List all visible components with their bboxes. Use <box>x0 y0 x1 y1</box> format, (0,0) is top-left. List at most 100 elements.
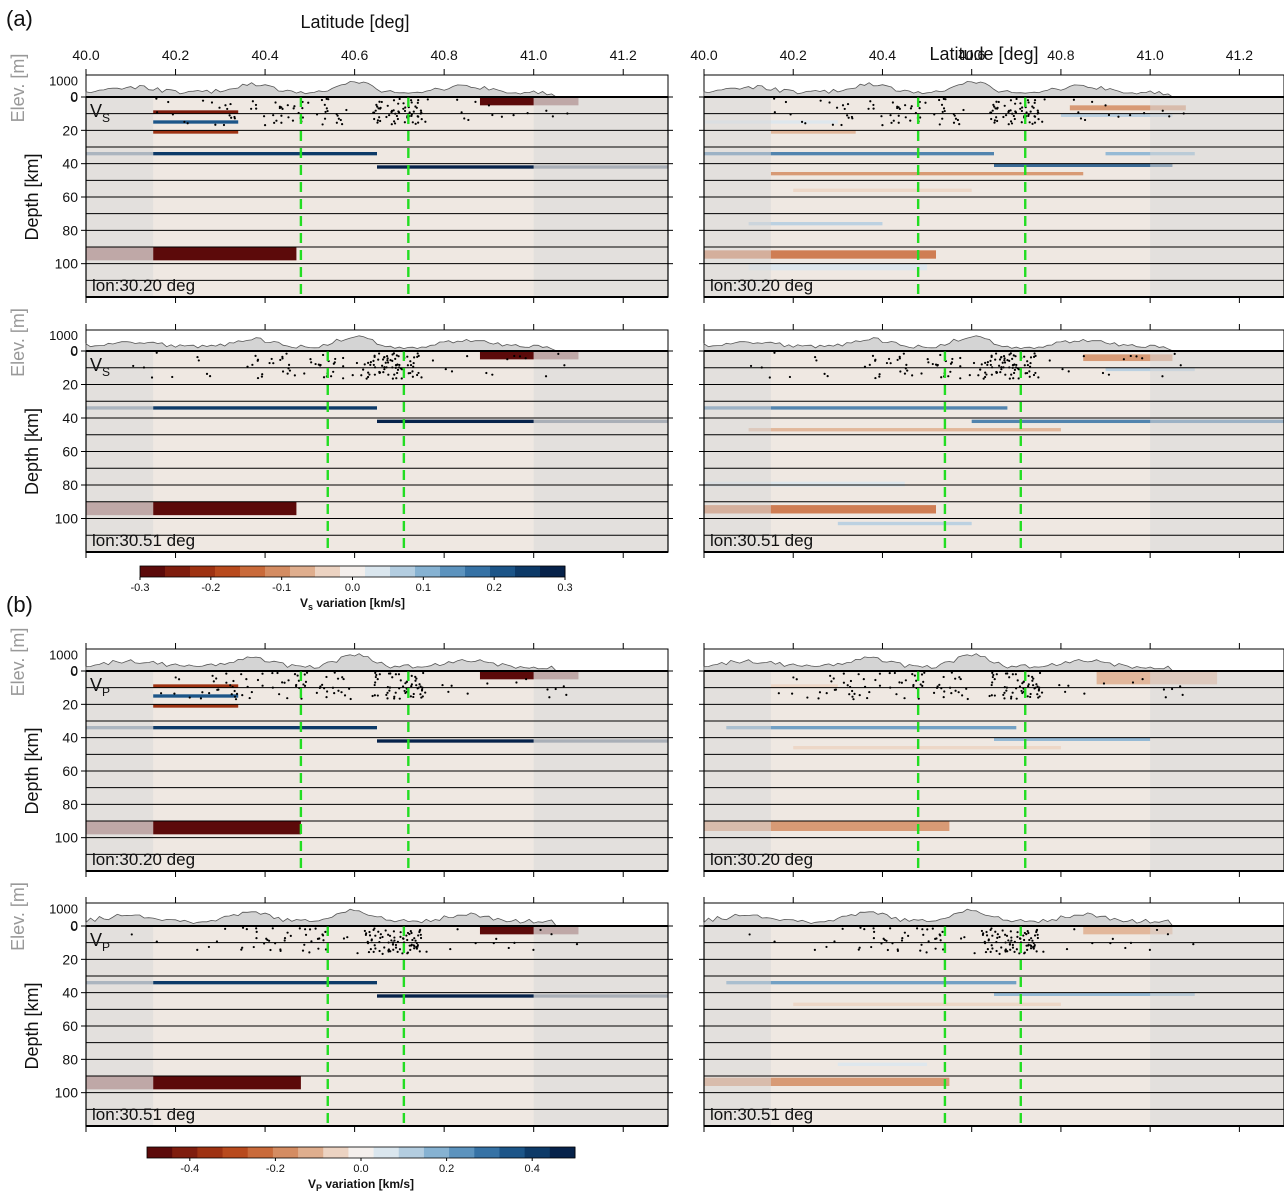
earthquake-dot <box>1018 685 1022 688</box>
panel-label-a: (a) <box>6 6 33 31</box>
earthquake-dot <box>1006 672 1009 675</box>
earthquake-dot <box>1000 368 1003 371</box>
earthquake-dot <box>985 930 988 934</box>
earthquake-dot <box>959 356 962 360</box>
earthquake-dot <box>234 698 238 701</box>
earthquake-dot <box>853 692 856 695</box>
earthquake-dot <box>506 358 509 361</box>
earthquake-dot <box>378 949 381 953</box>
earthquake-dot <box>933 113 936 116</box>
depth-axis-title: Depth [km] <box>22 982 42 1069</box>
earthquake-dot <box>356 952 359 955</box>
earthquake-dot <box>409 99 413 102</box>
earthquake-dot <box>891 101 894 104</box>
earthquake-dot <box>904 104 907 107</box>
depth-tick-label: 100 <box>55 511 79 527</box>
earthquake-dot <box>947 375 950 378</box>
earthquake-dot <box>1036 109 1039 112</box>
earthquake-dot <box>447 690 450 693</box>
earthquake-dot <box>262 115 266 118</box>
model-block <box>704 250 936 259</box>
colorbar-title-main: V <box>308 1177 316 1191</box>
earthquake-dot <box>1067 684 1070 687</box>
depth-axis-title: Depth [km] <box>22 727 42 814</box>
depth-tick-label: 100 <box>55 256 79 272</box>
earthquake-dot <box>225 681 228 684</box>
earthquake-dot <box>226 107 229 111</box>
earthquake-dot <box>369 948 372 951</box>
earthquake-dot <box>232 679 235 683</box>
earthquake-dot <box>575 943 579 946</box>
earthquake-dot <box>1032 947 1035 950</box>
earthquake-dot <box>921 684 924 688</box>
colorbar-swatch <box>247 1147 274 1158</box>
earthquake-dot <box>385 115 388 119</box>
earthquake-dot <box>240 948 243 951</box>
earthquake-dot <box>1025 111 1028 114</box>
earthquake-dot <box>1168 115 1171 118</box>
earthquake-dot <box>858 946 861 949</box>
earthquake-dot <box>859 926 862 929</box>
earthquake-dots <box>749 351 1182 380</box>
earthquake-dot <box>1065 947 1069 951</box>
earthquake-dot <box>995 370 998 374</box>
earthquake-dot <box>1008 366 1011 369</box>
model-block <box>153 1076 301 1090</box>
earthquake-dot <box>396 950 399 953</box>
earthquake-dot <box>404 691 407 695</box>
elevation-axis-title: Elev. [m] <box>8 54 28 123</box>
earthquake-dot <box>391 353 394 356</box>
earthquake-dot <box>1000 355 1003 359</box>
earthquake-dot <box>412 365 415 368</box>
earthquake-dot <box>1179 685 1182 688</box>
earthquake-dot <box>951 357 954 361</box>
earthquake-dot <box>918 106 921 110</box>
earthquake-dot <box>315 113 319 116</box>
model-block <box>704 481 905 487</box>
colorbar-swatch <box>490 566 516 577</box>
earthquake-dot <box>275 119 278 122</box>
colorbar-swatch <box>290 566 316 577</box>
earthquake-dot <box>858 693 861 697</box>
earthquake-dot <box>330 375 333 378</box>
earthquake-dot <box>1003 697 1006 700</box>
elevation-axis-title: Elev. [m] <box>8 882 28 951</box>
model-block <box>748 263 928 271</box>
earthquake-dot <box>271 671 274 675</box>
earthquake-dot <box>431 359 435 362</box>
earthquake-dot <box>1021 691 1024 695</box>
earthquake-dot <box>896 358 899 362</box>
earthquake-dot <box>1012 114 1015 118</box>
depth-tick-label: 40 <box>62 410 78 426</box>
earthquake-dot <box>1042 950 1045 953</box>
earthquake-dot <box>132 364 135 368</box>
colorbar-tick-label: 0.4 <box>525 1163 540 1175</box>
model-block <box>153 152 377 156</box>
earthquake-dot <box>1014 110 1017 113</box>
earthquake-dot <box>401 685 405 688</box>
earthquake-dot <box>229 102 232 106</box>
x-tick-label: 40.2 <box>162 47 189 63</box>
earthquake-dot <box>373 354 376 357</box>
earthquake-dot <box>1015 366 1018 369</box>
earthquake-dot <box>379 936 382 939</box>
earthquake-dot <box>927 361 930 364</box>
earthquake-dot <box>935 937 938 940</box>
earthquake-dot <box>938 98 941 102</box>
earthquake-dot <box>818 691 822 694</box>
earthquake-dot <box>913 674 916 677</box>
earthquake-dot <box>268 939 271 942</box>
earthquake-dot <box>911 673 914 676</box>
earthquake-dot <box>1027 684 1030 688</box>
earthquake-dot <box>1012 371 1016 375</box>
earthquake-dot <box>384 361 387 364</box>
earthquake-dot <box>314 362 317 366</box>
earthquake-dot <box>1021 682 1024 685</box>
earthquake-dot <box>463 117 466 120</box>
earthquake-dot <box>1037 376 1040 379</box>
earthquake-dot <box>287 367 290 370</box>
earthquake-dot <box>1107 113 1111 117</box>
earthquake-dot <box>1028 375 1031 378</box>
earthquake-dot <box>375 103 378 106</box>
earthquake-dot <box>348 687 351 690</box>
